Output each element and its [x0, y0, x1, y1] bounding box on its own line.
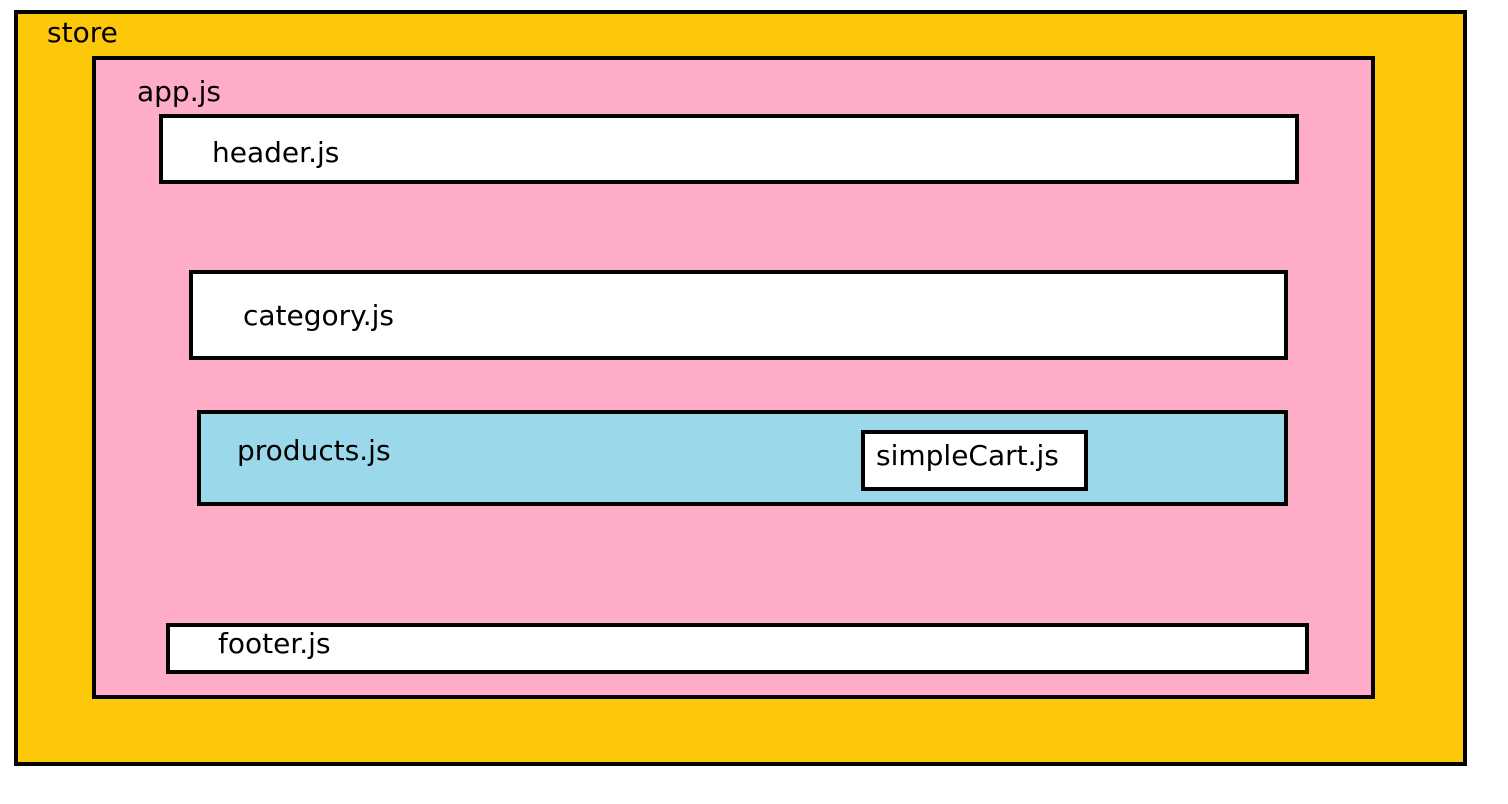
store-label: store — [47, 16, 118, 49]
simple-cart-box — [861, 430, 1088, 491]
header-box — [159, 114, 1299, 184]
footer-label: footer.js — [218, 627, 331, 660]
products-box — [197, 410, 1288, 506]
products-label: products.js — [237, 434, 391, 467]
footer-box — [166, 623, 1309, 674]
simple-cart-label: simpleCart.js — [876, 439, 1059, 472]
app-label: app.js — [137, 75, 221, 108]
category-label: category.js — [243, 299, 395, 332]
header-label: header.js — [212, 136, 340, 169]
category-box — [189, 270, 1288, 360]
